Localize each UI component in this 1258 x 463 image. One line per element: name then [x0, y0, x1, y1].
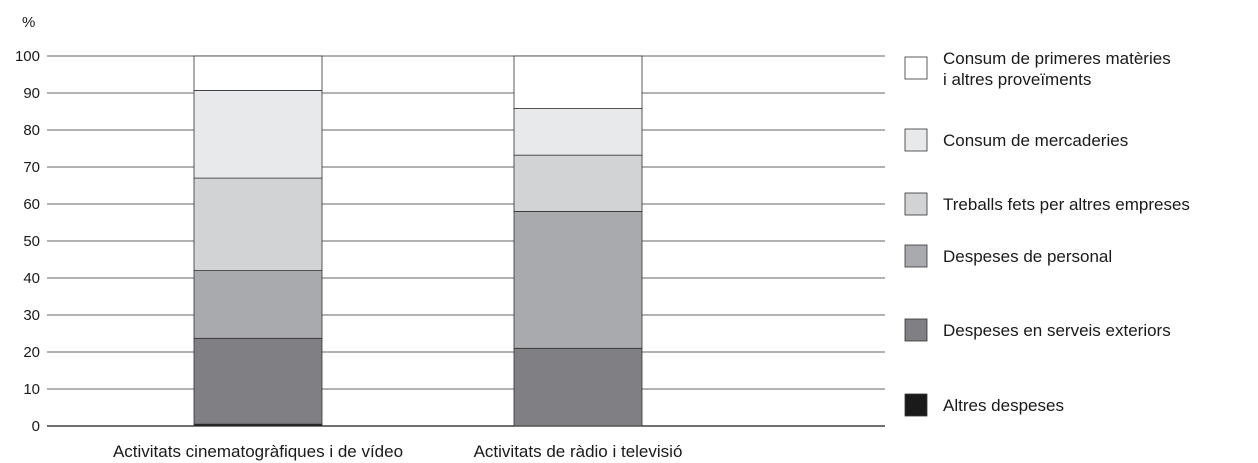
legend-label: Despeses de personal — [943, 247, 1112, 266]
bars — [193, 55, 643, 427]
y-tick-label: 20 — [23, 344, 40, 361]
category-labels: Activitats cinematogràfiques i de vídeo A… — [113, 442, 682, 461]
legend-label: Despeses en serveis exteriors — [943, 321, 1171, 340]
y-tick-label: 10 — [23, 381, 40, 398]
legend-label: Consum de mercaderies — [943, 131, 1128, 150]
bar-segment — [513, 55, 643, 109]
y-tick-label: 60 — [23, 196, 40, 213]
legend-swatch — [904, 128, 928, 152]
legend: Altres despeses Despeses en serveis exter… — [904, 49, 1190, 417]
category-label: Activitats de ràdio i televisió — [474, 442, 683, 461]
bar-segment — [193, 90, 323, 179]
legend-label: Consum de primeres matèries i altres prov… — [943, 49, 1171, 89]
y-axis-label: % — [22, 14, 35, 31]
category-label: Activitats cinematogràfiques i de vídeo — [113, 442, 403, 461]
y-tick-label: 0 — [32, 418, 40, 435]
bar-segment — [193, 55, 323, 91]
y-tick-labels: 0 10 20 30 40 50 60 70 80 90 100 — [15, 48, 40, 435]
y-tick-label: 90 — [23, 85, 40, 102]
y-tick-label: 100 — [15, 48, 40, 65]
legend-label: Treballs fets per altres empreses — [943, 195, 1190, 214]
bar-segment — [513, 347, 643, 427]
bar-segment — [193, 177, 323, 272]
legend-swatch — [904, 318, 928, 342]
legend-swatch — [904, 192, 928, 216]
bar-segment — [513, 108, 643, 156]
legend-swatch — [904, 56, 928, 80]
legend-swatch — [904, 393, 928, 417]
bar-segment — [513, 154, 643, 212]
legend-label: Altres despeses — [943, 396, 1064, 415]
y-tick-label: 80 — [23, 122, 40, 139]
y-tick-label: 50 — [23, 233, 40, 250]
legend-swatch — [904, 244, 928, 268]
gridlines — [47, 55, 885, 427]
y-tick-label: 40 — [23, 270, 40, 287]
bar-segment — [513, 210, 643, 349]
y-tick-label: 30 — [23, 307, 40, 324]
y-tick-label: 70 — [23, 159, 40, 176]
bar-segment — [193, 270, 323, 339]
bar-segment — [193, 337, 323, 425]
